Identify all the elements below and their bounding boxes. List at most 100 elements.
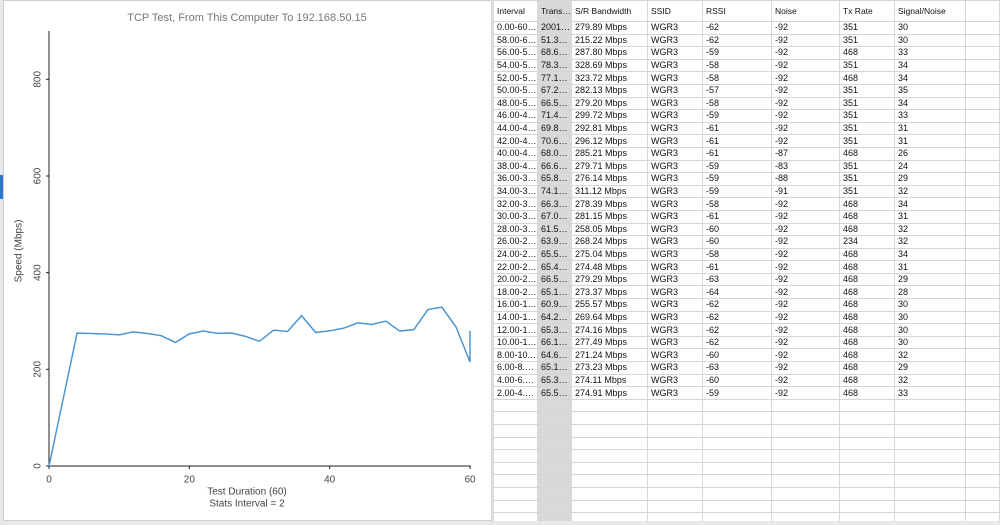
table-cell: WGR3 — [647, 247, 703, 262]
cell-filler — [965, 335, 1000, 350]
table-cell: 323.72 Mbps — [571, 71, 648, 85]
table-cell: 287.80 Mbps — [571, 46, 648, 60]
table-cell: -92 — [771, 58, 840, 73]
empty-cell — [571, 474, 648, 488]
table-cell: 30 — [894, 323, 966, 337]
cell-filler — [965, 373, 1000, 388]
table-cell: WGR3 — [647, 222, 703, 237]
table-cell: 311.12 Mbps — [571, 184, 648, 199]
cell-filler — [965, 323, 1000, 337]
table-cell: 351 — [839, 109, 895, 123]
empty-cell — [771, 486, 840, 501]
table-cell: WGR3 — [647, 172, 703, 186]
empty-cell — [702, 398, 772, 413]
table-cell: 69.8… — [537, 121, 572, 136]
empty-cell — [839, 499, 895, 514]
table-cell: -58 — [702, 96, 772, 111]
empty-cell — [965, 486, 1000, 501]
empty-cell — [839, 398, 895, 413]
table-cell: WGR3 — [647, 109, 703, 123]
empty-cell — [647, 512, 703, 521]
table-cell: 67.0… — [537, 209, 572, 224]
empty-cell — [839, 474, 895, 488]
cell-filler — [965, 361, 1000, 375]
table-row: 18.00-2… 65.1… 273.37 Mbps WGR3 -64 -92 468 28 — [493, 285, 1000, 300]
table-cell: WGR3 — [647, 159, 703, 174]
table-cell: WGR3 — [647, 184, 703, 199]
empty-cell — [965, 436, 1000, 451]
table-cell: -92 — [771, 134, 840, 148]
table-row: 32.00-3… 66.3… 278.39 Mbps WGR3 -58 -92 468 34 — [493, 197, 1000, 211]
table-row: 58.00-6… 51.3… 215.22 Mbps WGR3 -62 -92 351 30 — [493, 33, 1000, 48]
table-cell: -92 — [771, 235, 840, 249]
empty-cell — [647, 499, 703, 514]
table-cell: 6.00-8.… — [493, 361, 538, 375]
empty-cell — [894, 436, 966, 451]
table-cell: WGR3 — [647, 272, 703, 287]
empty-cell — [647, 449, 703, 463]
table-cell: -62 — [702, 335, 772, 350]
empty-row — [493, 512, 1000, 521]
table-cell: 38.00-4… — [493, 159, 538, 174]
empty-cell — [771, 449, 840, 463]
table-row: 30.00-3… 67.0… 281.15 Mbps WGR3 -61 -92 468 31 — [493, 209, 1000, 224]
table-cell: -63 — [702, 272, 772, 287]
table-cell: WGR3 — [647, 285, 703, 300]
empty-cell — [702, 436, 772, 451]
table-cell: 279.20 Mbps — [571, 96, 648, 111]
table-cell: 32 — [894, 184, 966, 199]
table-cell: 468 — [839, 323, 895, 337]
table-cell: 78.3… — [537, 58, 572, 73]
table-cell: WGR3 — [647, 373, 703, 388]
table-cell: 269.64 Mbps — [571, 310, 648, 325]
table-cell: 32 — [894, 222, 966, 237]
chart: TCP Test, From This Computer To 192.168.… — [14, 12, 476, 510]
table-cell: 351 — [839, 21, 895, 35]
table-cell: 296.12 Mbps — [571, 134, 648, 148]
table-cell: 66.3… — [537, 197, 572, 211]
table-cell: -92 — [771, 335, 840, 350]
empty-cell — [493, 436, 538, 451]
table-row: 8.00-10.… 64.6… 271.24 Mbps WGR3 -60 -92 468 32 — [493, 348, 1000, 363]
empty-cell — [571, 512, 648, 521]
table-cell: 351 — [839, 159, 895, 174]
table-cell: -92 — [771, 121, 840, 136]
table-cell: -58 — [702, 247, 772, 262]
table-cell: 2001… — [537, 21, 572, 35]
empty-cell — [493, 424, 538, 438]
table-cell: -61 — [702, 146, 772, 161]
empty-cell — [894, 486, 966, 501]
table-cell: -92 — [771, 260, 840, 274]
table-cell: 468 — [839, 247, 895, 262]
column-header: Trans… — [537, 0, 572, 22]
empty-cell — [894, 461, 966, 476]
table-row: 0.00-60… 2001… 279.89 Mbps WGR3 -62 -92 351 30 — [493, 21, 1000, 35]
table-cell: WGR3 — [647, 46, 703, 60]
table-cell: -92 — [771, 83, 840, 98]
table-cell: -83 — [771, 159, 840, 174]
table-cell: 255.57 Mbps — [571, 298, 648, 312]
table-cell: 34 — [894, 71, 966, 85]
empty-cell — [771, 424, 840, 438]
table-cell: 285.21 Mbps — [571, 146, 648, 161]
table-header: Interval Trans… S/R Bandwidth SSID RSSI Noise… — [493, 0, 1000, 22]
table-cell: 66.5… — [537, 96, 572, 111]
empty-row — [493, 411, 1000, 425]
table-cell: 65.1… — [537, 285, 572, 300]
empty-cell — [894, 449, 966, 463]
table-cell: 30.00-3… — [493, 209, 538, 224]
chart-panel: TCP Test, From This Computer To 192.168.… — [3, 0, 492, 521]
table-cell: WGR3 — [647, 348, 703, 363]
table-cell: WGR3 — [647, 134, 703, 148]
table-row: 16.00-1… 60.9… 255.57 Mbps WGR3 -62 -92 468 30 — [493, 298, 1000, 312]
table-cell: 28.00-3… — [493, 222, 538, 237]
table-cell: -58 — [702, 71, 772, 85]
empty-cell — [647, 398, 703, 413]
table-cell: 292.81 Mbps — [571, 121, 648, 136]
table-cell: 60.9… — [537, 298, 572, 312]
cell-filler — [965, 159, 1000, 174]
table-cell: WGR3 — [647, 197, 703, 211]
table-cell: 10.00-1… — [493, 335, 538, 350]
table-row: 22.00-2… 65.4… 274.48 Mbps WGR3 -61 -92 468 31 — [493, 260, 1000, 274]
empty-cell — [647, 461, 703, 476]
